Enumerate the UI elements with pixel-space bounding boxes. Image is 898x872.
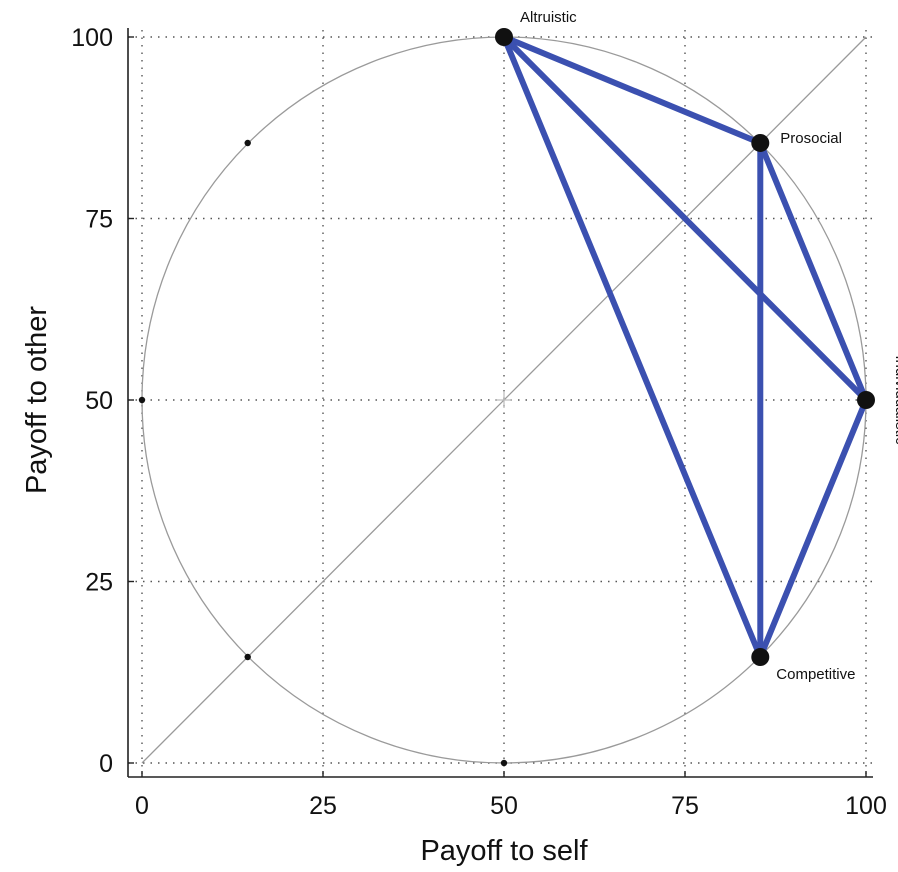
x-axis-label: Payoff to self (420, 835, 588, 867)
y-axis-label: Payoff to other (21, 306, 53, 494)
y-tick-label-4: 100 (71, 24, 113, 52)
point-label-competitive: Competitive (776, 666, 855, 683)
x-tick-label-1: 25 (309, 792, 337, 820)
edge-1 (501, 34, 869, 403)
edge-2 (501, 34, 764, 661)
minor-point-3 (500, 759, 508, 767)
edges (501, 34, 869, 661)
x-tick-label-4: 100 (845, 792, 887, 820)
minor-point-1 (138, 396, 146, 404)
y-tick-label-3: 75 (85, 206, 113, 234)
y-tick-label-1: 25 (85, 569, 113, 597)
y-tick-label-2: 50 (85, 387, 113, 415)
point-label-altruistic: Altruistic (520, 9, 577, 26)
edge-3 (757, 139, 869, 403)
axes: 0 25 50 75 100 0 25 50 75 100 (71, 24, 887, 820)
labels: Altruistic Prosocial Individualistic Compet… (520, 9, 898, 683)
grid (128, 30, 873, 777)
edge-0 (501, 34, 764, 146)
minor-point-0 (244, 139, 251, 147)
point-competitive (751, 648, 770, 667)
x-tick-label-3: 75 (671, 792, 699, 820)
point-label-prosocial: Prosocial (780, 130, 842, 147)
point-label-individualistic: Individualistic (892, 355, 898, 445)
points (138, 28, 875, 767)
x-tick-label-0: 0 (135, 792, 149, 820)
y-tick-label-0: 0 (99, 750, 113, 778)
point-prosocial (751, 133, 770, 152)
point-individualistic (857, 391, 875, 409)
point-altruistic (495, 28, 513, 46)
minor-point-2 (244, 653, 251, 661)
edge-5 (757, 397, 869, 661)
x-tick-label-2: 50 (490, 792, 518, 820)
